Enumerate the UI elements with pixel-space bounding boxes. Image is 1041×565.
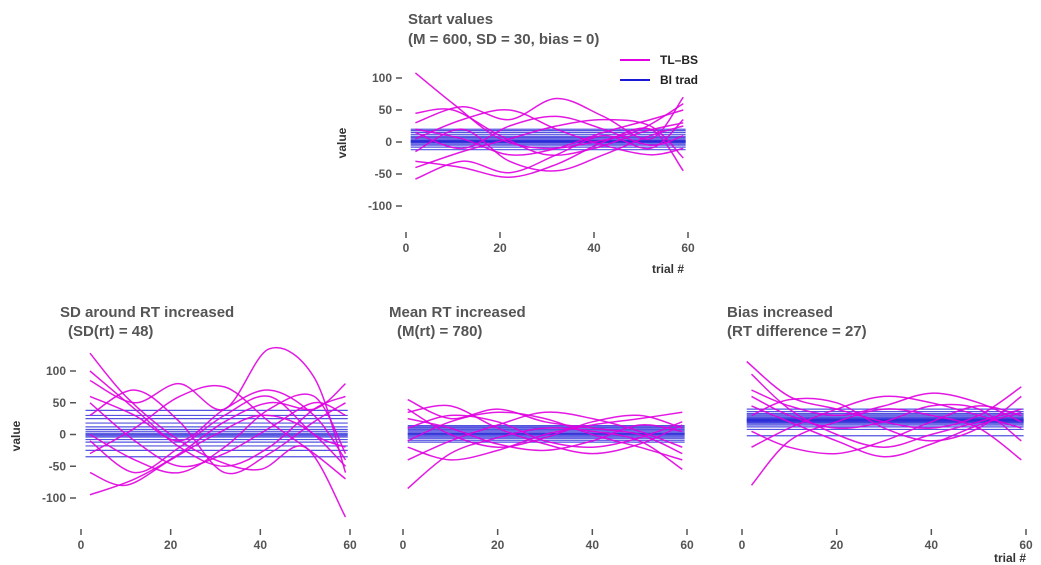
tl-bs-line <box>407 417 683 452</box>
tl-bs-line <box>89 401 346 468</box>
tl-bs-line <box>89 389 347 461</box>
y-tick-label: -50 <box>375 167 393 181</box>
plot-area <box>407 398 685 490</box>
tl-bs-line <box>751 405 1022 458</box>
x-axis-label: trial # <box>652 262 684 276</box>
tl-bs-line <box>407 427 683 490</box>
tl-bs-line <box>415 115 684 150</box>
chart-title: Start values <box>408 11 493 28</box>
tl-bs-line <box>89 395 346 474</box>
tl-bs-line <box>751 405 1022 455</box>
tl-bs-line <box>751 395 1022 442</box>
tl-bs-line <box>407 411 683 461</box>
tl-bs-line <box>415 96 684 140</box>
y-tick-label: 0 <box>385 135 392 149</box>
plot-area <box>746 360 1024 486</box>
y-tick-label: -100 <box>42 491 66 505</box>
chart-panel-1: Start values (M = 600, SD = 30, bias = 0)… <box>335 11 698 276</box>
y-axis-label: value <box>9 420 23 451</box>
tl-bs-line <box>407 411 683 461</box>
tl-bs-line <box>89 384 346 480</box>
tl-bs-line <box>407 414 683 448</box>
plot-area <box>410 72 686 180</box>
chart-title: SD around RT increased <box>60 304 234 321</box>
chart-panel-4: Bias increased (RT difference = 27) 0 20 40 6… <box>727 304 1033 565</box>
y-tick-label: 0 <box>59 428 66 442</box>
y-tick-label: -100 <box>368 199 392 213</box>
tl-bs-line <box>414 72 684 150</box>
y-tick-label: 100 <box>372 71 392 85</box>
legend-label: TL–BS <box>660 53 698 67</box>
x-tick-label: 0 <box>78 538 85 552</box>
chart-title: Mean RT increased <box>389 304 526 321</box>
tl-bs-line <box>415 109 684 156</box>
tl-bs-line <box>89 393 347 474</box>
x-tick-label: 40 <box>254 538 268 552</box>
tl-bs-line <box>751 389 1022 423</box>
x-tick-label: 20 <box>164 538 178 552</box>
y-tick-label: 100 <box>46 364 66 378</box>
x-tick-label: 60 <box>343 538 357 552</box>
tl-bs-line <box>89 389 346 475</box>
x-tick-label: 40 <box>586 538 600 552</box>
x-tick-label: 40 <box>925 538 939 552</box>
chart-panel-2: SD around RT increased (SD(rt) = 48) 0 20 40… <box>9 304 357 552</box>
x-tick-label: 0 <box>403 241 410 255</box>
tl-bs-line <box>415 109 684 156</box>
y-tick-label: 50 <box>53 396 67 410</box>
tl-bs-line <box>751 395 1022 442</box>
x-tick-label: 60 <box>681 241 695 255</box>
chart-subtitle: (SD(rt) = 48) <box>68 323 153 340</box>
tl-bs-line <box>407 411 683 461</box>
tl-bs-line <box>415 118 684 169</box>
tl-bs-line <box>415 127 684 178</box>
chart-subtitle: (RT difference = 27) <box>727 323 867 340</box>
chart-panel-3: Mean RT increased (M(rt) = 780) 0 20 40 60 <box>389 304 694 552</box>
tl-bs-line <box>89 370 346 468</box>
x-tick-label: 20 <box>493 241 507 255</box>
tl-bs-line <box>415 125 684 172</box>
x-tick-label: 40 <box>587 241 601 255</box>
y-tick-label: -50 <box>49 459 67 473</box>
x-tick-label: 60 <box>1019 538 1033 552</box>
tl-bs-line <box>407 398 683 455</box>
plot-area <box>85 346 348 518</box>
chart-title: Bias increased <box>727 304 833 321</box>
x-tick-label: 0 <box>739 538 746 552</box>
x-tick-label: 20 <box>830 538 844 552</box>
y-tick-label: 50 <box>379 103 393 117</box>
tl-bs-line <box>407 408 683 448</box>
x-tick-label: 0 <box>400 538 407 552</box>
tl-bs-line <box>750 373 1022 448</box>
legend-label: BI trad <box>660 73 698 87</box>
chart-subtitle: (M(rt) = 780) <box>397 323 482 340</box>
tl-bs-line <box>415 108 684 157</box>
x-axis-label: trial # <box>994 551 1026 565</box>
legend: TL–BS BI trad <box>620 53 698 87</box>
y-axis-label: value <box>335 127 349 158</box>
x-tick-label: 60 <box>680 538 694 552</box>
chart-subtitle: (M = 600, SD = 30, bias = 0) <box>408 31 599 48</box>
tl-bs-line <box>407 404 683 455</box>
x-tick-label: 20 <box>491 538 505 552</box>
tl-bs-line <box>751 395 1022 448</box>
